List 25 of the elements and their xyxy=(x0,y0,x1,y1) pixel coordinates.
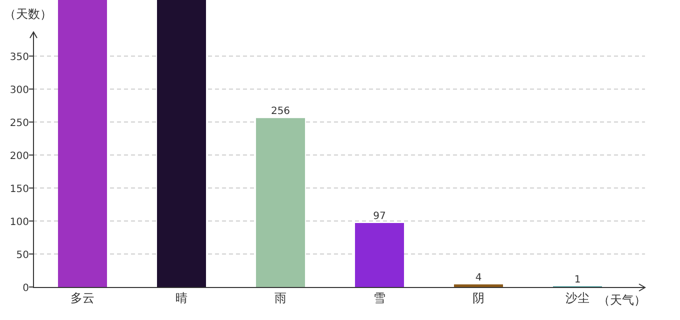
y-tick-label: 50 xyxy=(16,250,29,262)
bar xyxy=(454,284,503,287)
x-tick-label: 雨 xyxy=(274,291,286,305)
y-tick-label: 100 xyxy=(10,217,29,228)
data-label: 4 xyxy=(475,272,482,284)
x-tick-label: 雪 xyxy=(374,291,386,305)
y-tick-label: 0 xyxy=(22,283,29,294)
data-label: 97 xyxy=(373,211,386,222)
bar xyxy=(256,118,305,287)
y-axis-title: （天数） xyxy=(4,7,52,21)
x-tick-label: 沙尘 xyxy=(566,291,590,305)
y-tick-label: 150 xyxy=(10,184,29,196)
y-tick-label: 350 xyxy=(10,52,29,64)
x-tick-label: 多云 xyxy=(70,291,94,305)
bar xyxy=(355,223,404,287)
bar xyxy=(157,0,206,287)
y-tick-label: 250 xyxy=(10,118,29,130)
data-label: 1 xyxy=(574,274,581,286)
bar xyxy=(58,0,107,287)
y-tick-label: 200 xyxy=(10,151,29,162)
x-axis-title: （天气） xyxy=(598,293,646,307)
x-tick-label: 阴 xyxy=(472,291,484,305)
x-tick-label: 晴 xyxy=(176,291,188,305)
y-tick-label: 300 xyxy=(10,85,29,96)
data-label: 256 xyxy=(270,106,290,118)
